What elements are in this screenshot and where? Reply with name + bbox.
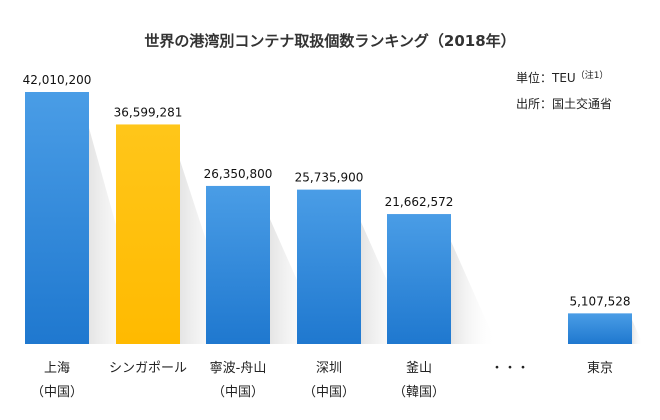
bar-1-category-label: 上海: [44, 361, 70, 376]
bar-3-value-label: 26,350,800: [204, 167, 273, 181]
bars: [25, 92, 632, 344]
bar-4: [297, 189, 361, 344]
bar-6-value-label: 5,107,528: [569, 294, 630, 308]
source-label: 出所：国土交通省: [516, 96, 612, 111]
bar-4-value-label: 25,735,900: [295, 171, 364, 185]
bar-5-shadow: [451, 241, 497, 344]
bar-3-category-label: 寧波-舟山: [210, 360, 267, 376]
bar-6: [568, 313, 632, 344]
unit-text: 単位：TEU: [516, 70, 576, 85]
category-labels: 上海 （中国） シンガポール 寧波-舟山 （中国） 深圳 （中国） 釜山 （韓国） 東京: [31, 360, 613, 400]
unit-note: （注1）: [576, 69, 609, 81]
value-labels: 42,010,200 36,599,281 26,350,800 25,735,900…: [23, 73, 631, 308]
bar-2-category-label: シンガポール: [109, 361, 187, 376]
bar-4-category-label: 深圳: [316, 361, 342, 376]
bar-6-category-label: 東京: [587, 360, 613, 376]
bar-6-shadow: [632, 319, 643, 344]
bar-3-country-label: （中国）: [212, 385, 264, 400]
bar-5-value-label: 21,662,572: [385, 195, 454, 209]
chart-title: 世界の港湾別コンテナ取扱個数ランキング（2018年）: [144, 32, 515, 50]
bar-5-country-label: （韓国）: [393, 385, 445, 400]
bar-5-category-label: 釜山: [406, 361, 432, 376]
bar-3: [206, 185, 270, 344]
ellipsis-label: ・・・: [490, 361, 529, 376]
bar-2: [116, 124, 180, 344]
bar-5: [387, 214, 451, 344]
bar-1-country-label: （中国）: [31, 385, 83, 400]
bar-4-country-label: （中国）: [303, 385, 355, 400]
bar-1-value-label: 42,010,200: [23, 73, 92, 87]
unit-label: 単位：TEU（注1）: [516, 69, 608, 85]
bar-2-value-label: 36,599,281: [114, 105, 183, 119]
bar-1: [25, 92, 89, 344]
